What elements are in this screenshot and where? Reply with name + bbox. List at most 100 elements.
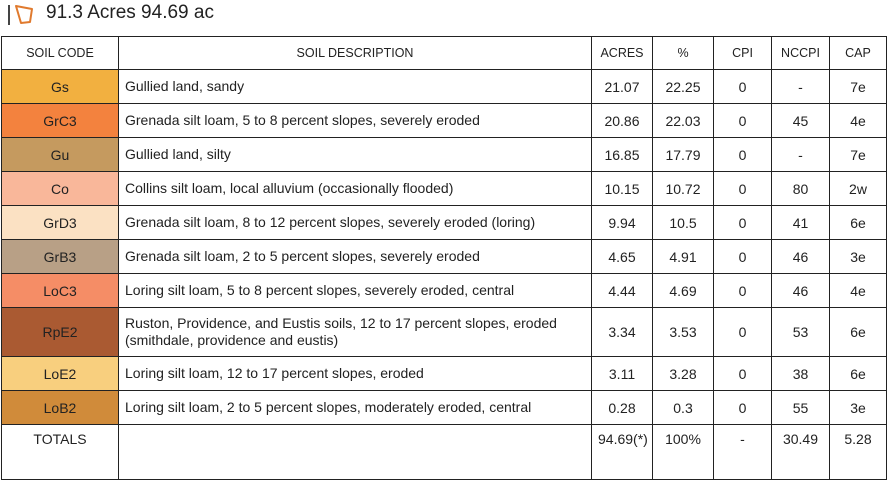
boundary-polygon-icon [15, 5, 33, 24]
cap-cell: 4e [829, 103, 887, 138]
soil-description-cell: Collins silt loam, local alluvium (occas… [118, 171, 592, 206]
soil-code-cell: LoB2 [1, 390, 119, 425]
soil-code-cell: GrC3 [1, 103, 119, 138]
soil-description-cell: Ruston, Providence, and Eustis soils, 12… [118, 307, 592, 357]
cap-cell: 6e [829, 356, 887, 391]
cpi-cell: 0 [713, 171, 772, 206]
nccpi-cell: 41 [771, 205, 830, 240]
col-header-soil-description: SOIL DESCRIPTION [118, 36, 592, 70]
nccpi-cell: - [771, 69, 830, 104]
soil-code-cell: LoE2 [1, 356, 119, 391]
table-row: Co Collins silt loam, local alluvium (occ… [1, 171, 887, 206]
cap-cell: 6e [829, 307, 887, 357]
percent-cell: 0.3 [652, 390, 714, 425]
col-header-nccpi: NCCPI [771, 36, 830, 70]
cpi-cell: 0 [713, 239, 772, 274]
acres-cell: 3.11 [591, 356, 653, 391]
totals-label: TOTALS [1, 424, 119, 480]
soil-description-cell: Loring silt loam, 12 to 17 percent slope… [118, 356, 592, 391]
soil-description-cell: Loring silt loam, 2 to 5 percent slopes,… [118, 390, 592, 425]
table-row: LoB2 Loring silt loam, 2 to 5 percent slo… [1, 390, 887, 425]
percent-cell: 3.28 [652, 356, 714, 391]
cpi-cell: 0 [713, 390, 772, 425]
cpi-cell: 0 [713, 307, 772, 357]
soil-description-cell: Grenada silt loam, 8 to 12 percent slope… [118, 205, 592, 240]
cap-cell: 7e [829, 69, 887, 104]
percent-cell: 22.03 [652, 103, 714, 138]
soil-code-cell: RpE2 [1, 307, 119, 357]
field-title: 91.3 Acres 94.69 ac [46, 2, 214, 23]
percent-cell: 17.79 [652, 137, 714, 172]
soil-code-cell: LoC3 [1, 273, 119, 308]
soil-description-cell: Gullied land, sandy [118, 69, 592, 104]
acres-cell: 3.34 [591, 307, 653, 357]
soil-code-cell: GrB3 [1, 239, 119, 274]
totals-nccpi: 30.49 [771, 424, 830, 480]
soil-description-cell: Grenada silt loam, 5 to 8 percent slopes… [118, 103, 592, 138]
cpi-cell: 0 [713, 137, 772, 172]
acres-cell: 20.86 [591, 103, 653, 138]
soil-description-cell: Loring silt loam, 5 to 8 percent slopes,… [118, 273, 592, 308]
cap-cell: 4e [829, 273, 887, 308]
cap-cell: 3e [829, 390, 887, 425]
nccpi-cell: 55 [771, 390, 830, 425]
cpi-cell: 0 [713, 273, 772, 308]
table-row: LoC3 Loring silt loam, 5 to 8 percent slo… [1, 273, 887, 308]
cpi-cell: 0 [713, 103, 772, 138]
table-row: Gs Gullied land, sandy 21.07 22.25 0-7e [1, 69, 887, 104]
totals-percent: 100% [652, 424, 714, 480]
soil-code-cell: GrD3 [1, 205, 119, 240]
table-header-row: SOIL CODE SOIL DESCRIPTION ACRES % CPI N… [1, 36, 887, 70]
col-header-cap: CAP [829, 36, 887, 70]
cap-cell: 6e [829, 205, 887, 240]
acres-cell: 0.28 [591, 390, 653, 425]
percent-cell: 4.69 [652, 273, 714, 308]
table-row: GrB3 Grenada silt loam, 2 to 5 percent sl… [1, 239, 887, 274]
nccpi-cell: 53 [771, 307, 830, 357]
percent-cell: 10.5 [652, 205, 714, 240]
cpi-cell: 0 [713, 205, 772, 240]
totals-cap: 5.28 [829, 424, 887, 480]
soil-code-cell: Co [1, 171, 119, 206]
acres-cell: 9.94 [591, 205, 653, 240]
nccpi-cell: 46 [771, 239, 830, 274]
acres-cell: 4.44 [591, 273, 653, 308]
table-row: RpE2 Ruston, Providence, and Eustis soils… [1, 307, 887, 357]
page-header: 91.3 Acres 94.69 ac [0, 0, 887, 36]
soil-table: SOIL CODE SOIL DESCRIPTION ACRES % CPI N… [1, 36, 887, 480]
totals-row: TOTALS 94.69(*) 100% - 30.49 5.28 [1, 424, 887, 480]
cap-cell: 7e [829, 137, 887, 172]
acres-cell: 21.07 [591, 69, 653, 104]
cpi-cell: 0 [713, 356, 772, 391]
nccpi-cell: - [771, 137, 830, 172]
acres-cell: 10.15 [591, 171, 653, 206]
percent-cell: 4.91 [652, 239, 714, 274]
col-header-percent: % [652, 36, 714, 70]
totals-acres: 94.69(*) [591, 424, 653, 480]
soil-description-cell: Gullied land, silty [118, 137, 592, 172]
nccpi-cell: 45 [771, 103, 830, 138]
soil-code-cell: Gu [1, 137, 119, 172]
nccpi-cell: 38 [771, 356, 830, 391]
header-divider [8, 5, 10, 25]
nccpi-cell: 46 [771, 273, 830, 308]
soil-code-cell: Gs [1, 69, 119, 104]
cap-cell: 2w [829, 171, 887, 206]
col-header-acres: ACRES [591, 36, 653, 70]
totals-cpi: - [713, 424, 772, 480]
nccpi-cell: 80 [771, 171, 830, 206]
cap-cell: 3e [829, 239, 887, 274]
table-row: GrD3 Grenada silt loam, 8 to 12 percent s… [1, 205, 887, 240]
percent-cell: 3.53 [652, 307, 714, 357]
acres-cell: 4.65 [591, 239, 653, 274]
table-row: LoE2 Loring silt loam, 12 to 17 percent s… [1, 356, 887, 391]
percent-cell: 10.72 [652, 171, 714, 206]
col-header-soil-code: SOIL CODE [1, 36, 119, 70]
totals-description [118, 424, 592, 480]
soil-description-cell: Grenada silt loam, 2 to 5 percent slopes… [118, 239, 592, 274]
table-row: GrC3 Grenada silt loam, 5 to 8 percent sl… [1, 103, 887, 138]
table-row: Gu Gullied land, silty 16.85 17.79 0-7e [1, 137, 887, 172]
col-header-cpi: CPI [713, 36, 772, 70]
acres-cell: 16.85 [591, 137, 653, 172]
percent-cell: 22.25 [652, 69, 714, 104]
